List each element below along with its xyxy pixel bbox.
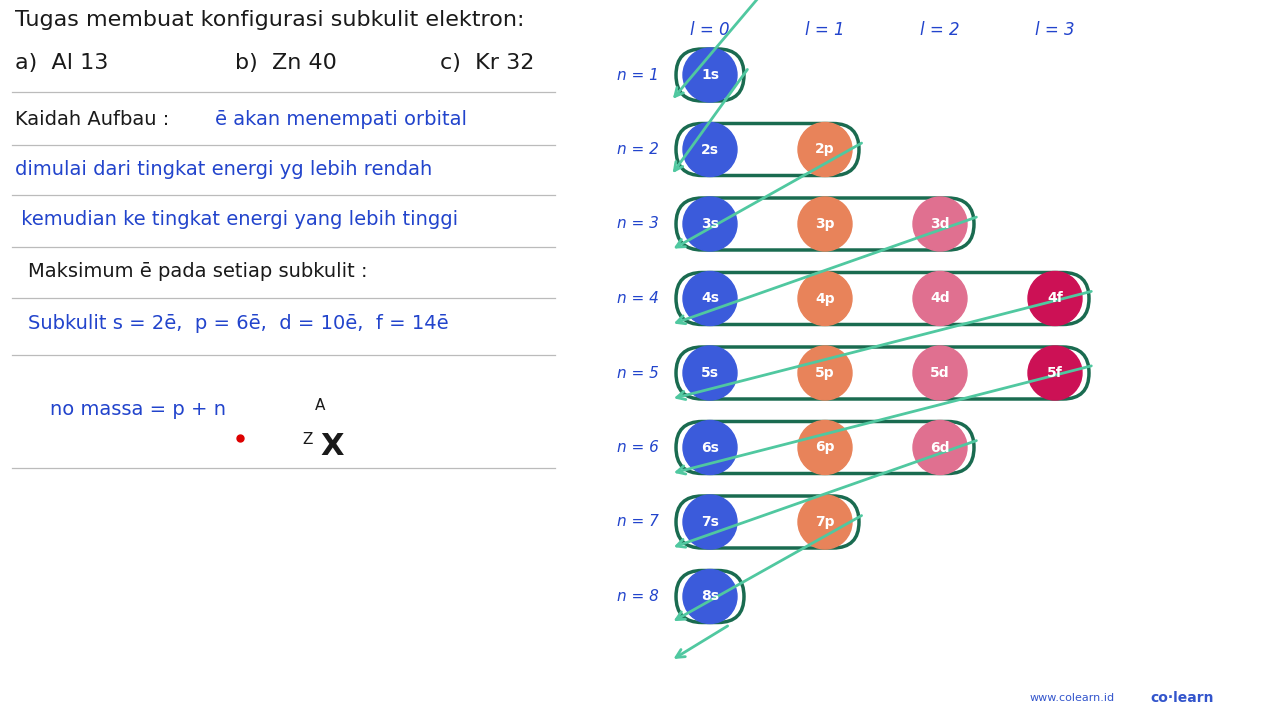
Text: 2p: 2p bbox=[815, 143, 835, 156]
Circle shape bbox=[684, 122, 737, 176]
Text: l = 2: l = 2 bbox=[920, 21, 960, 39]
Text: 6p: 6p bbox=[815, 441, 835, 454]
Circle shape bbox=[797, 346, 852, 400]
Circle shape bbox=[797, 271, 852, 325]
Circle shape bbox=[797, 122, 852, 176]
Text: 5p: 5p bbox=[815, 366, 835, 380]
Circle shape bbox=[797, 197, 852, 251]
Text: 1s: 1s bbox=[701, 68, 719, 82]
Text: 3d: 3d bbox=[931, 217, 950, 231]
Text: 8s: 8s bbox=[701, 590, 719, 603]
Circle shape bbox=[797, 420, 852, 474]
Circle shape bbox=[684, 420, 737, 474]
Text: b)  Zn 40: b) Zn 40 bbox=[236, 53, 337, 73]
Circle shape bbox=[1028, 271, 1082, 325]
Text: 4p: 4p bbox=[815, 292, 835, 305]
Circle shape bbox=[684, 495, 737, 549]
Text: X: X bbox=[320, 432, 343, 461]
Circle shape bbox=[684, 197, 737, 251]
Text: 7s: 7s bbox=[701, 515, 719, 529]
Text: 4s: 4s bbox=[701, 292, 719, 305]
Text: 5f: 5f bbox=[1047, 366, 1062, 380]
Text: n = 3: n = 3 bbox=[617, 217, 659, 232]
Text: n = 7: n = 7 bbox=[617, 515, 659, 529]
Text: Maksimum ē pada setiap subkulit :: Maksimum ē pada setiap subkulit : bbox=[28, 262, 367, 281]
Text: 3p: 3p bbox=[815, 217, 835, 231]
Text: a)  Al 13: a) Al 13 bbox=[15, 53, 109, 73]
Text: 4f: 4f bbox=[1047, 292, 1062, 305]
Circle shape bbox=[684, 48, 737, 102]
Text: Tugas membuat konfigurasi subkulit elektron:: Tugas membuat konfigurasi subkulit elekt… bbox=[15, 10, 525, 30]
Text: Kaidah Aufbau :: Kaidah Aufbau : bbox=[15, 110, 175, 129]
Circle shape bbox=[684, 346, 737, 400]
Text: 4d: 4d bbox=[931, 292, 950, 305]
Circle shape bbox=[684, 271, 737, 325]
Circle shape bbox=[913, 346, 966, 400]
Circle shape bbox=[1028, 346, 1082, 400]
Text: l = 1: l = 1 bbox=[805, 21, 845, 39]
Text: 6d: 6d bbox=[931, 441, 950, 454]
Circle shape bbox=[913, 197, 966, 251]
Text: n = 8: n = 8 bbox=[617, 589, 659, 604]
Text: 7p: 7p bbox=[815, 515, 835, 529]
Text: no massa = p + n: no massa = p + n bbox=[50, 400, 227, 419]
Text: n = 1: n = 1 bbox=[617, 68, 659, 83]
Text: n = 5: n = 5 bbox=[617, 366, 659, 380]
Text: n = 2: n = 2 bbox=[617, 142, 659, 157]
Circle shape bbox=[913, 271, 966, 325]
Text: A: A bbox=[315, 398, 325, 413]
Circle shape bbox=[684, 570, 737, 624]
Text: co·learn: co·learn bbox=[1149, 691, 1213, 705]
Text: c)  Kr 32: c) Kr 32 bbox=[440, 53, 534, 73]
Text: Z: Z bbox=[302, 432, 312, 447]
Text: 5d: 5d bbox=[931, 366, 950, 380]
Text: n = 4: n = 4 bbox=[617, 291, 659, 306]
Text: 6s: 6s bbox=[701, 441, 719, 454]
Text: www.colearn.id: www.colearn.id bbox=[1030, 693, 1115, 703]
Circle shape bbox=[913, 420, 966, 474]
Text: kemudian ke tingkat energi yang lebih tinggi: kemudian ke tingkat energi yang lebih ti… bbox=[15, 210, 458, 229]
Text: l = 0: l = 0 bbox=[690, 21, 730, 39]
Text: 2s: 2s bbox=[701, 143, 719, 156]
Text: l = 3: l = 3 bbox=[1036, 21, 1075, 39]
Text: Subkulit s = 2ē,  p = 6ē,  d = 10ē,  f = 14ē: Subkulit s = 2ē, p = 6ē, d = 10ē, f = 14… bbox=[28, 314, 448, 333]
Text: n = 6: n = 6 bbox=[617, 440, 659, 455]
Text: 3s: 3s bbox=[701, 217, 719, 231]
Text: ē akan menempati orbital: ē akan menempati orbital bbox=[215, 110, 467, 129]
Text: dimulai dari tingkat energi yg lebih rendah: dimulai dari tingkat energi yg lebih ren… bbox=[15, 160, 433, 179]
Text: 5s: 5s bbox=[701, 366, 719, 380]
Circle shape bbox=[797, 495, 852, 549]
